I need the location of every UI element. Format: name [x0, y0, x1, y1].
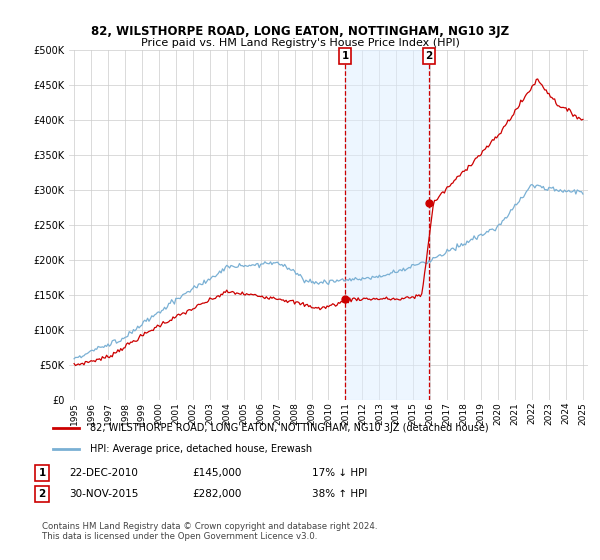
Text: 38% ↑ HPI: 38% ↑ HPI	[312, 489, 367, 499]
Text: Contains HM Land Registry data © Crown copyright and database right 2024.
This d: Contains HM Land Registry data © Crown c…	[42, 522, 377, 542]
Text: £145,000: £145,000	[192, 468, 241, 478]
Text: 22-DEC-2010: 22-DEC-2010	[69, 468, 138, 478]
Text: 17% ↓ HPI: 17% ↓ HPI	[312, 468, 367, 478]
Text: Price paid vs. HM Land Registry's House Price Index (HPI): Price paid vs. HM Land Registry's House …	[140, 38, 460, 48]
Text: 1: 1	[341, 51, 349, 61]
Bar	[345, 50, 429, 400]
Text: 82, WILSTHORPE ROAD, LONG EATON, NOTTINGHAM, NG10 3JZ (detached house): 82, WILSTHORPE ROAD, LONG EATON, NOTTING…	[89, 423, 488, 433]
Text: £282,000: £282,000	[192, 489, 241, 499]
Text: 2: 2	[38, 489, 46, 499]
Text: 30-NOV-2015: 30-NOV-2015	[69, 489, 139, 499]
Text: HPI: Average price, detached house, Erewash: HPI: Average price, detached house, Erew…	[89, 444, 311, 454]
Text: 2: 2	[425, 51, 433, 61]
Text: 1: 1	[38, 468, 46, 478]
Text: 82, WILSTHORPE ROAD, LONG EATON, NOTTINGHAM, NG10 3JZ: 82, WILSTHORPE ROAD, LONG EATON, NOTTING…	[91, 25, 509, 38]
